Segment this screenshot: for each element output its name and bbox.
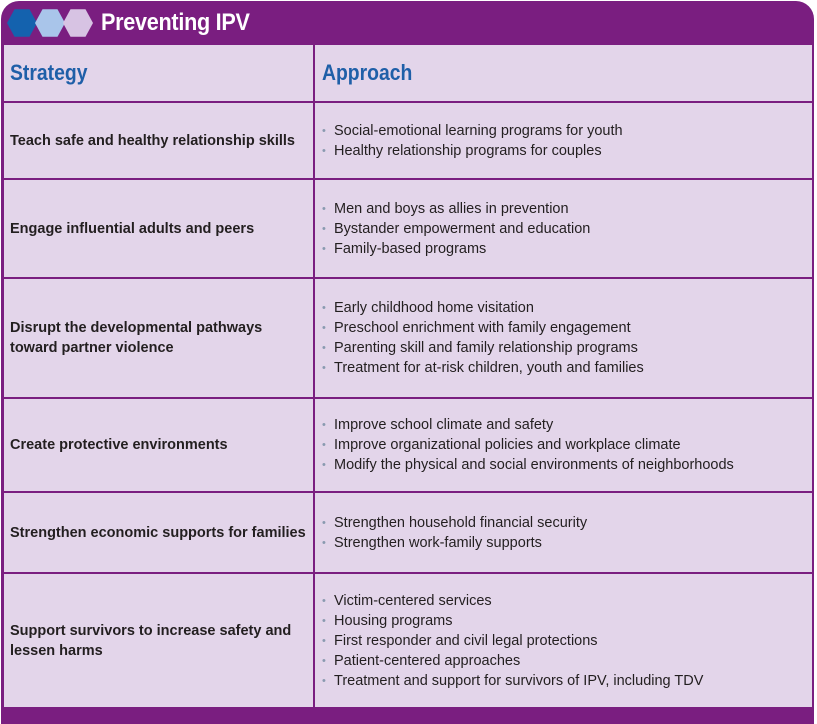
header-row: Strategy Approach — [4, 45, 812, 103]
approach-cell: Victim-centered servicesHousing programs… — [315, 574, 812, 707]
approach-item: Early childhood home visitation — [322, 298, 644, 318]
approach-item: Bystander empowerment and education — [322, 219, 590, 239]
approach-list: Men and boys as allies in preventionByst… — [322, 199, 590, 259]
table-row: Disrupt the developmental pathways towar… — [4, 279, 812, 399]
strategy-table: Strategy Approach Teach safe and healthy… — [4, 45, 812, 709]
approach-list: Improve school climate and safetyImprove… — [322, 415, 734, 475]
approach-item: Family-based programs — [322, 239, 590, 259]
header-approach-cell: Approach — [315, 45, 812, 101]
approach-item: Housing programs — [322, 611, 703, 631]
approach-item: Social-emotional learning programs for y… — [322, 121, 623, 141]
strategy-cell: Strengthen economic supports for familie… — [4, 493, 313, 572]
approach-item: Improve school climate and safety — [322, 415, 734, 435]
approach-item: Improve organizational policies and work… — [322, 435, 734, 455]
approach-cell: Improve school climate and safetyImprove… — [315, 399, 812, 491]
strategy-text: Create protective environments — [10, 437, 228, 453]
strategy-text: Support survivors to increase safety and… — [10, 622, 292, 659]
approach-cell: Social-emotional learning programs for y… — [315, 103, 812, 178]
approach-item: Victim-centered services — [322, 591, 703, 611]
approach-list: Strengthen household financial securityS… — [322, 513, 587, 553]
approach-cell: Men and boys as allies in preventionByst… — [315, 180, 812, 277]
approach-item: Strengthen work-family supports — [322, 533, 587, 553]
strategy-cell: Create protective environments — [4, 399, 313, 491]
approach-list: Social-emotional learning programs for y… — [322, 121, 623, 161]
approach-item: Strengthen household financial security — [322, 513, 587, 533]
approach-item: Modify the physical and social environme… — [322, 455, 734, 475]
approach-item: Parenting skill and family relationship … — [322, 338, 644, 358]
page-title: Preventing IPV — [101, 9, 250, 36]
approach-item: Men and boys as allies in prevention — [322, 199, 590, 219]
table-row: Teach safe and healthy relationship skil… — [4, 103, 812, 180]
title-bar: Preventing IPV — [1, 1, 814, 45]
strategy-text: Engage influential adults and peers — [10, 220, 255, 237]
approach-item: Treatment for at-risk children, youth an… — [322, 358, 644, 378]
table-row: Strengthen economic supports for familie… — [4, 493, 812, 574]
strategy-text: Disrupt the developmental pathways towar… — [10, 320, 263, 356]
header-approach: Approach — [322, 60, 413, 85]
bottom-band — [1, 711, 814, 724]
table-body: Teach safe and healthy relationship skil… — [4, 103, 812, 709]
approach-item: Patient-centered approaches — [322, 651, 703, 671]
hexagon-lavender-icon — [63, 9, 93, 37]
strategy-text: Teach safe and healthy relationship skil… — [10, 132, 295, 149]
strategy-cell: Disrupt the developmental pathways towar… — [4, 279, 313, 397]
approach-item: Treatment and support for survivors of I… — [322, 671, 703, 691]
approach-cell: Strengthen household financial securityS… — [315, 493, 812, 572]
hexagon-light-blue-icon — [35, 9, 65, 37]
approach-item: Preschool enrichment with family engagem… — [322, 318, 644, 338]
header-strategy: Strategy — [10, 60, 88, 85]
table-row: Create protective environments Improve sc… — [4, 399, 812, 493]
approach-item: Healthy relationship programs for couple… — [322, 141, 623, 161]
strategy-cell: Engage influential adults and peers — [4, 180, 313, 277]
approach-list: Early childhood home visitationPreschool… — [322, 298, 644, 378]
strategy-cell: Teach safe and healthy relationship skil… — [4, 103, 313, 178]
approach-item: First responder and civil legal protecti… — [322, 631, 703, 651]
approach-cell: Early childhood home visitationPreschool… — [315, 279, 812, 397]
header-strategy-cell: Strategy — [4, 45, 313, 101]
table-row: Engage influential adults and peers Men a… — [4, 180, 812, 279]
hexagon-blue-icon — [7, 9, 37, 37]
hexagon-logo-icon — [7, 8, 93, 38]
table-row: Support survivors to increase safety and… — [4, 574, 812, 709]
strategy-text: Strengthen economic supports for familie… — [10, 524, 306, 541]
approach-list: Victim-centered servicesHousing programs… — [322, 591, 703, 691]
strategy-cell: Support survivors to increase safety and… — [4, 574, 313, 707]
